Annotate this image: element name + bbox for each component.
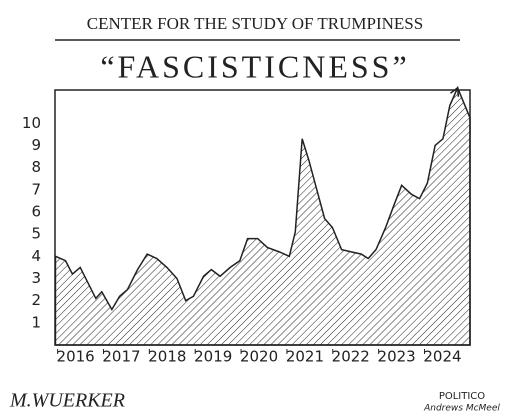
arrow-head <box>450 86 460 97</box>
y-tick-label: 9 <box>31 136 41 154</box>
y-tick-label: 6 <box>31 202 41 220</box>
x-tick-label: 2022 <box>332 348 370 366</box>
y-tick-label: 1 <box>31 313 41 331</box>
y-tick-label: 4 <box>31 247 41 265</box>
y-tick-label: 2 <box>31 291 41 309</box>
credit: POLITICO <box>439 391 485 402</box>
x-tick-label: 2023 <box>378 348 416 366</box>
x-tick-label: 2019 <box>194 348 232 366</box>
y-tick-label: 8 <box>31 158 41 176</box>
x-tick-label: 2017 <box>102 348 140 366</box>
y-tick-label: 10 <box>22 114 41 132</box>
x-tick-label: 2021 <box>286 348 324 366</box>
x-tick-label: 2018 <box>148 348 186 366</box>
y-tick-label: 7 <box>31 180 41 198</box>
chart-title: “FASCISTICNESS” <box>100 48 409 84</box>
area <box>54 85 471 346</box>
x-tick-label: 2016 <box>57 348 95 366</box>
header: CENTER FOR THE STUDY OF TRUMPINESS <box>87 14 423 33</box>
y-tick-label: 5 <box>31 225 41 243</box>
x-tick-label: 2020 <box>240 348 278 366</box>
x-tick-label: 2024 <box>423 348 461 366</box>
credit: Andrews McMeel <box>423 404 500 414</box>
signature: M.WUERKER <box>9 390 125 412</box>
y-tick-label: 3 <box>31 269 41 287</box>
